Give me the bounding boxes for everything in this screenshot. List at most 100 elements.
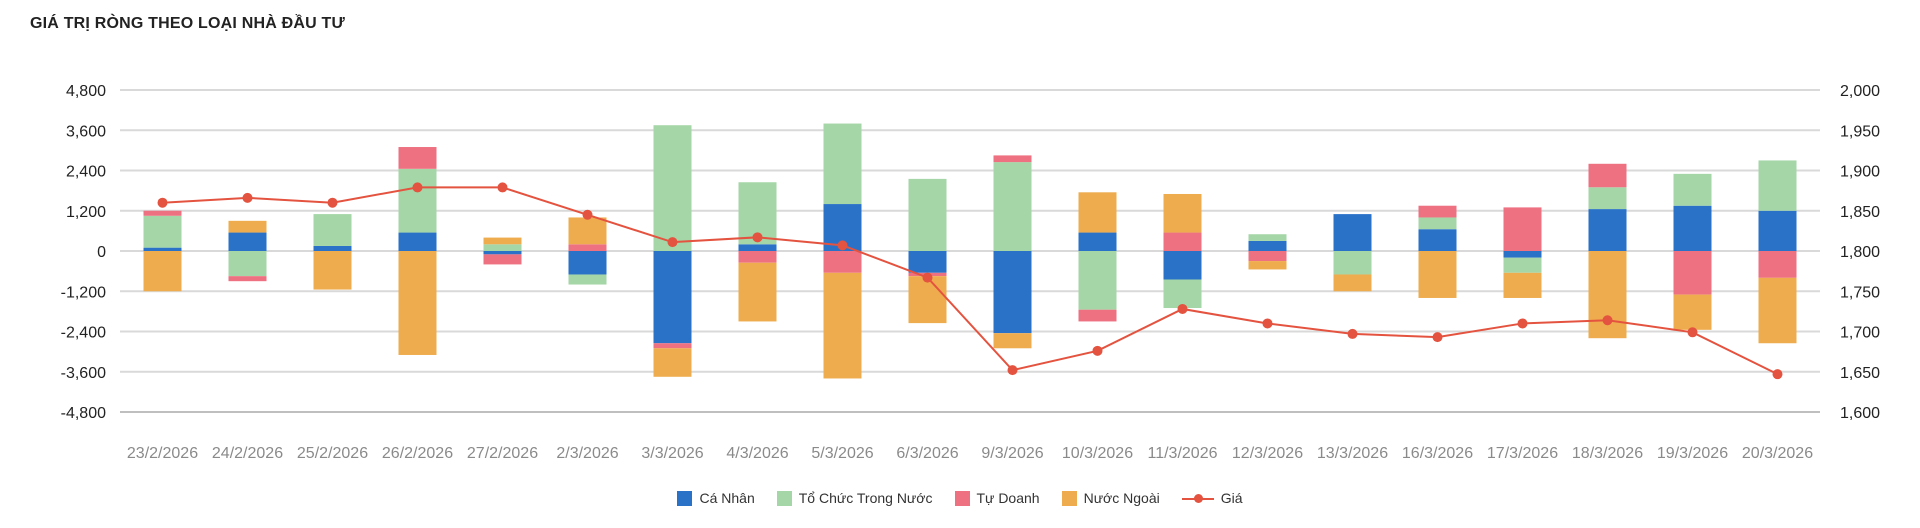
bar-tu_doanh[interactable] bbox=[143, 210, 182, 216]
price-point[interactable] bbox=[1772, 369, 1783, 380]
bar-nuoc_ngoai[interactable] bbox=[823, 272, 862, 379]
bar-to_chuc[interactable] bbox=[483, 244, 522, 251]
bar-to_chuc[interactable] bbox=[823, 123, 862, 205]
price-point[interactable] bbox=[1432, 332, 1443, 343]
bar-nuoc_ngoai[interactable] bbox=[313, 251, 352, 290]
bar-tu_doanh[interactable] bbox=[1078, 309, 1117, 322]
price-point[interactable] bbox=[157, 197, 168, 208]
bar-tu_doanh[interactable] bbox=[1163, 232, 1202, 251]
price-point[interactable] bbox=[1602, 315, 1613, 326]
bar-nuoc_ngoai[interactable] bbox=[1418, 251, 1457, 298]
bar-to_chuc[interactable] bbox=[1418, 217, 1457, 230]
bar-to_chuc[interactable] bbox=[143, 215, 182, 248]
bar-ca_nhan[interactable] bbox=[1588, 209, 1627, 251]
price-point[interactable] bbox=[1007, 365, 1018, 376]
bar-ca_nhan[interactable] bbox=[228, 232, 267, 251]
price-point[interactable] bbox=[412, 182, 423, 193]
legend-item-to_chuc[interactable]: Tổ Chức Trong Nước bbox=[776, 490, 933, 506]
bar-ca_nhan[interactable] bbox=[1673, 205, 1712, 251]
bar-tu_doanh[interactable] bbox=[1673, 251, 1712, 295]
bar-nuoc_ngoai[interactable] bbox=[483, 237, 522, 245]
bar-to_chuc[interactable] bbox=[1333, 251, 1372, 275]
bar-to_chuc[interactable] bbox=[1503, 257, 1542, 273]
price-point[interactable] bbox=[582, 209, 593, 220]
bar-tu_doanh[interactable] bbox=[568, 244, 607, 251]
bar-nuoc_ngoai[interactable] bbox=[1503, 272, 1542, 298]
bar-tu_doanh[interactable] bbox=[1248, 251, 1287, 262]
price-point[interactable] bbox=[1262, 318, 1273, 329]
price-point[interactable] bbox=[752, 232, 763, 243]
bar-ca_nhan[interactable] bbox=[1758, 210, 1797, 251]
legend-item-tu_doanh[interactable]: Tự Doanh bbox=[954, 490, 1040, 506]
bar-ca_nhan[interactable] bbox=[993, 251, 1032, 334]
y-right-tick-label: 1,950 bbox=[1840, 123, 1880, 140]
bar-to_chuc[interactable] bbox=[1163, 279, 1202, 309]
bar-ca_nhan[interactable] bbox=[1163, 251, 1202, 280]
price-point[interactable] bbox=[327, 197, 338, 208]
bar-ca_nhan[interactable] bbox=[398, 232, 437, 251]
bar-nuoc_ngoai[interactable] bbox=[908, 276, 947, 324]
bar-nuoc_ngoai[interactable] bbox=[1333, 274, 1372, 292]
bar-nuoc_ngoai[interactable] bbox=[738, 262, 777, 322]
bar-nuoc_ngoai[interactable] bbox=[1758, 277, 1797, 344]
bar-nuoc_ngoai[interactable] bbox=[653, 348, 692, 377]
bar-tu_doanh[interactable] bbox=[738, 251, 777, 263]
bar-nuoc_ngoai[interactable] bbox=[398, 251, 437, 355]
bar-ca_nhan[interactable] bbox=[483, 251, 522, 255]
price-point[interactable] bbox=[242, 192, 253, 203]
price-point[interactable] bbox=[667, 237, 678, 248]
bar-to_chuc[interactable] bbox=[398, 168, 437, 233]
bar-to_chuc[interactable] bbox=[228, 251, 267, 277]
bar-to_chuc[interactable] bbox=[1078, 251, 1117, 310]
bar-ca_nhan[interactable] bbox=[313, 245, 352, 251]
bar-tu_doanh[interactable] bbox=[653, 343, 692, 349]
bar-tu_doanh[interactable] bbox=[1588, 163, 1627, 188]
price-point[interactable] bbox=[497, 182, 508, 193]
bar-ca_nhan[interactable] bbox=[1248, 240, 1287, 251]
bar-ca_nhan[interactable] bbox=[653, 251, 692, 344]
price-point[interactable] bbox=[1687, 327, 1698, 338]
price-point[interactable] bbox=[1347, 328, 1358, 339]
bar-to_chuc[interactable] bbox=[653, 125, 692, 251]
bar-ca_nhan[interactable] bbox=[908, 251, 947, 273]
bar-tu_doanh[interactable] bbox=[823, 251, 862, 273]
bar-ca_nhan[interactable] bbox=[738, 244, 777, 251]
bar-ca_nhan[interactable] bbox=[568, 251, 607, 275]
bar-tu_doanh[interactable] bbox=[398, 147, 437, 169]
bar-ca_nhan[interactable] bbox=[143, 247, 182, 251]
bar-to_chuc[interactable] bbox=[908, 178, 947, 251]
bar-tu_doanh[interactable] bbox=[1503, 207, 1542, 251]
price-point[interactable] bbox=[1517, 318, 1528, 329]
bar-to_chuc[interactable] bbox=[568, 274, 607, 285]
price-point[interactable] bbox=[1092, 345, 1103, 356]
bar-ca_nhan[interactable] bbox=[1078, 232, 1117, 251]
price-point[interactable] bbox=[1177, 303, 1188, 314]
bar-tu_doanh[interactable] bbox=[993, 155, 1032, 163]
bar-to_chuc[interactable] bbox=[313, 214, 352, 246]
bar-nuoc_ngoai[interactable] bbox=[1248, 261, 1287, 270]
bar-tu_doanh[interactable] bbox=[228, 276, 267, 282]
legend-item-nuoc_ngoai[interactable]: Nước Ngoài bbox=[1061, 490, 1160, 506]
legend-item-ca_nhan[interactable]: Cá Nhân bbox=[677, 490, 755, 506]
legend-item-gia[interactable]: Giá bbox=[1181, 490, 1243, 506]
bar-to_chuc[interactable] bbox=[993, 162, 1032, 251]
bar-ca_nhan[interactable] bbox=[1418, 229, 1457, 251]
bar-nuoc_ngoai[interactable] bbox=[993, 333, 1032, 349]
bar-nuoc_ngoai[interactable] bbox=[1163, 193, 1202, 233]
bar-nuoc_ngoai[interactable] bbox=[1673, 294, 1712, 330]
bar-to_chuc[interactable] bbox=[1588, 187, 1627, 210]
bar-nuoc_ngoai[interactable] bbox=[228, 220, 267, 233]
bar-tu_doanh[interactable] bbox=[1418, 205, 1457, 218]
bar-to_chuc[interactable] bbox=[1758, 160, 1797, 211]
bar-tu_doanh[interactable] bbox=[483, 254, 522, 265]
bar-to_chuc[interactable] bbox=[1673, 173, 1712, 206]
bar-to_chuc[interactable] bbox=[1248, 234, 1287, 241]
price-point[interactable] bbox=[922, 272, 933, 283]
bar-nuoc_ngoai[interactable] bbox=[143, 251, 182, 292]
bar-nuoc_ngoai[interactable] bbox=[1078, 192, 1117, 233]
bar-ca_nhan[interactable] bbox=[1503, 251, 1542, 258]
bar-ca_nhan[interactable] bbox=[1333, 214, 1372, 251]
bar-tu_doanh[interactable] bbox=[1758, 251, 1797, 278]
price-point[interactable] bbox=[837, 240, 848, 251]
bar-nuoc_ngoai[interactable] bbox=[568, 217, 607, 245]
